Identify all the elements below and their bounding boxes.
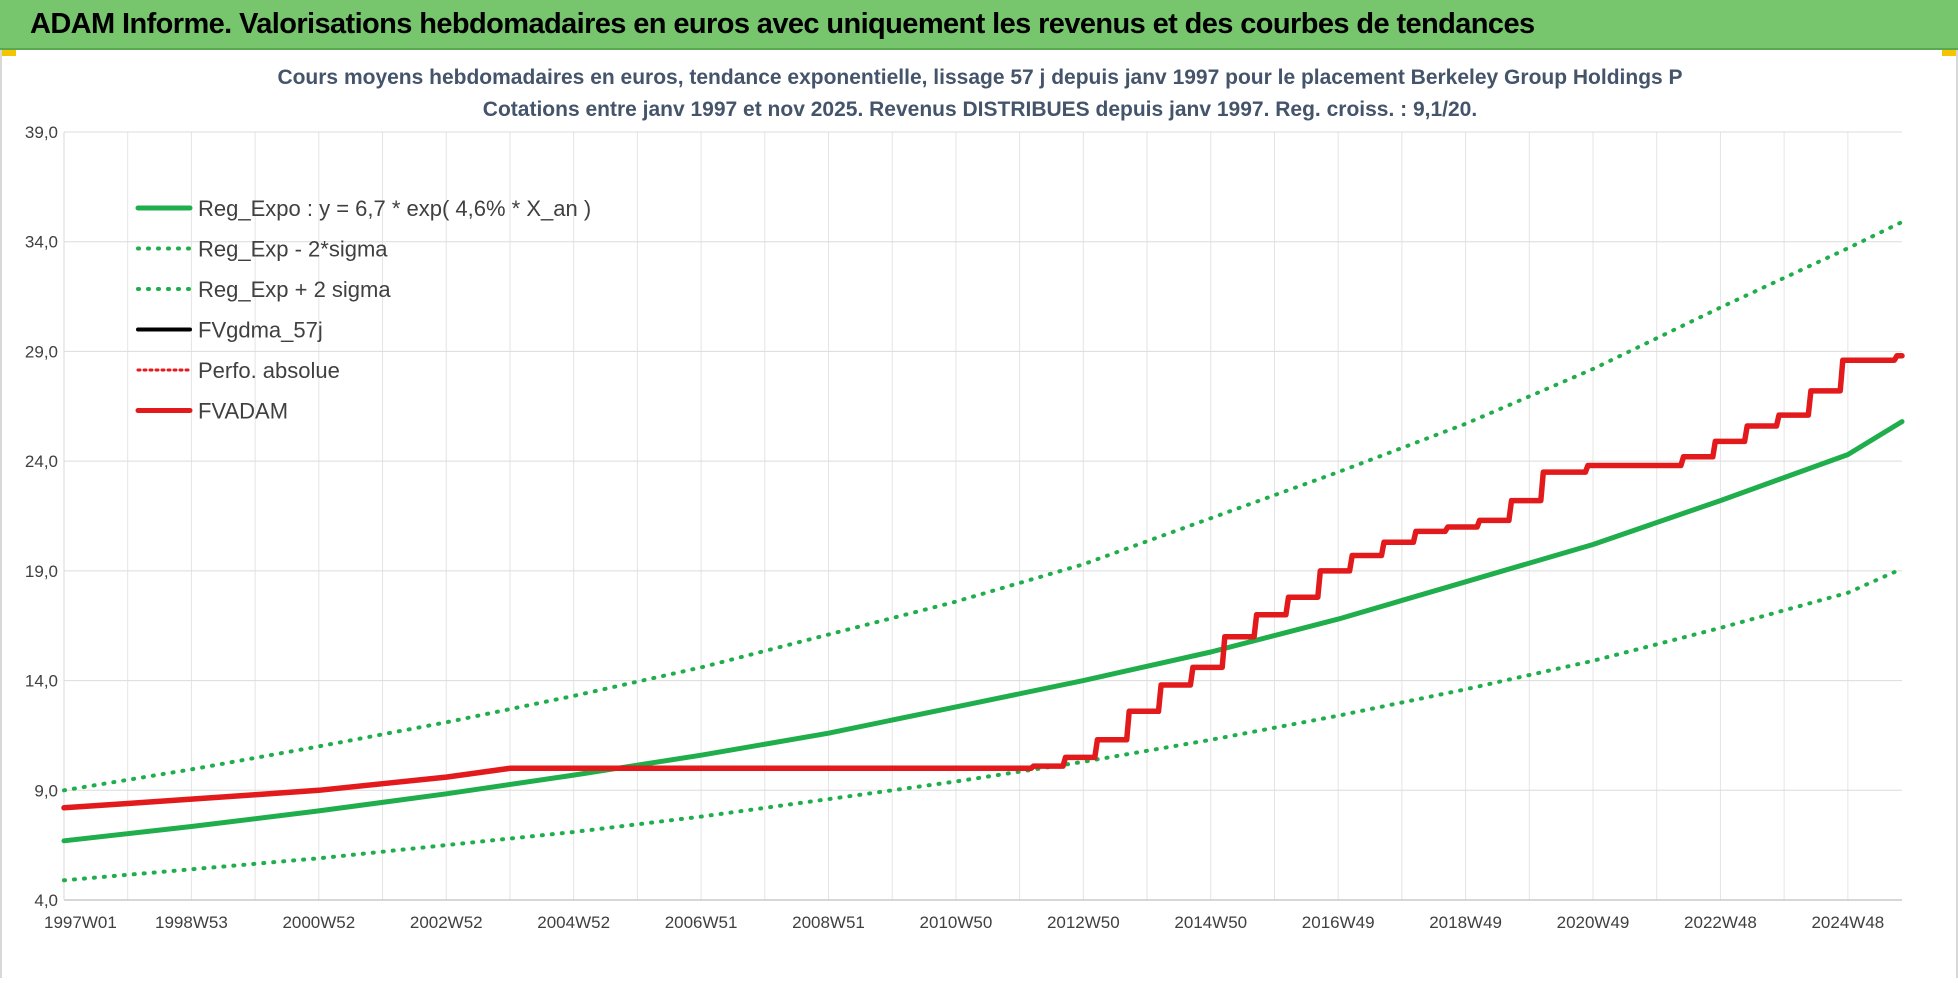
x-tick-label: 2020W49 [1557, 913, 1630, 932]
y-tick-label: 29,0 [25, 342, 58, 361]
y-tick-label: 24,0 [25, 452, 58, 471]
chart-subtitle: Cotations entre janv 1997 et nov 2025. R… [483, 98, 1477, 121]
x-tick-label: 2004W52 [537, 913, 610, 932]
y-tick-label: 34,0 [25, 233, 58, 252]
report-title: ADAM Informe. Valorisations hebdomadaire… [30, 8, 1535, 40]
chart-frame: 4,0 9,0 14,0 19,0 24,0 29,0 34,0 39,0 1997W01 199… [0, 50, 1958, 978]
axis-layer: 4,0 9,0 14,0 19,0 24,0 29,0 34,0 39,0 1997W01 199… [25, 123, 1902, 932]
chart-title: Cours moyens hebdomadaires en euros, ten… [277, 66, 1682, 89]
x-tick-label: 2000W52 [282, 913, 355, 932]
y-tick-label: 14,0 [25, 672, 58, 691]
legend-label: Perfo. absolue [198, 358, 340, 383]
x-tick-label: 2006W51 [665, 913, 738, 932]
x-tick-label: 2012W50 [1047, 913, 1120, 932]
series-line-5 [61, 353, 1905, 811]
report-banner: ADAM Informe. Valorisations hebdomadaire… [0, 0, 1958, 50]
y-tick-label: 4,0 [34, 891, 58, 910]
x-tick-label: 2022W48 [1684, 913, 1757, 932]
legend-label: Reg_Exp - 2*sigma [198, 237, 388, 262]
corner-marker-left [0, 50, 16, 56]
x-tick-label: 2014W50 [1174, 913, 1247, 932]
series-line-0 [61, 419, 1905, 844]
x-tick-label: 2002W52 [410, 913, 483, 932]
x-tick-label: 2018W49 [1429, 913, 1502, 932]
legend: Reg_Expo : y = 6,7 * exp( 4,6% * X_an ) R… [135, 196, 591, 424]
legend-label: Reg_Exp + 2 sigma [198, 277, 391, 302]
corner-marker-right [1942, 50, 1958, 56]
series-line-4 [63, 354, 1903, 809]
x-tick-label: 1998W53 [155, 913, 228, 932]
y-tick-label: 9,0 [34, 781, 58, 800]
y-tick-label: 19,0 [25, 562, 58, 581]
chart: 4,0 9,0 14,0 19,0 24,0 29,0 34,0 39,0 1997W01 199… [25, 66, 1905, 932]
series-line-2 [62, 220, 1904, 793]
legend-label: Reg_Expo : y = 6,7 * exp( 4,6% * X_an ) [198, 196, 591, 221]
series-layer [61, 220, 1905, 883]
series-line-1 [62, 566, 1904, 883]
legend-label: FVADAM [198, 399, 288, 424]
series-line-3 [62, 354, 1904, 810]
x-tick-label: 2008W51 [792, 913, 865, 932]
y-tick-label: 39,0 [25, 123, 58, 142]
x-tick-label: 2024W48 [1811, 913, 1884, 932]
x-tick-label: 2016W49 [1302, 913, 1375, 932]
x-tick-label: 1997W01 [44, 913, 117, 932]
x-tick-label: 2010W50 [920, 913, 993, 932]
legend-label: FVgdma_57j [198, 318, 323, 343]
